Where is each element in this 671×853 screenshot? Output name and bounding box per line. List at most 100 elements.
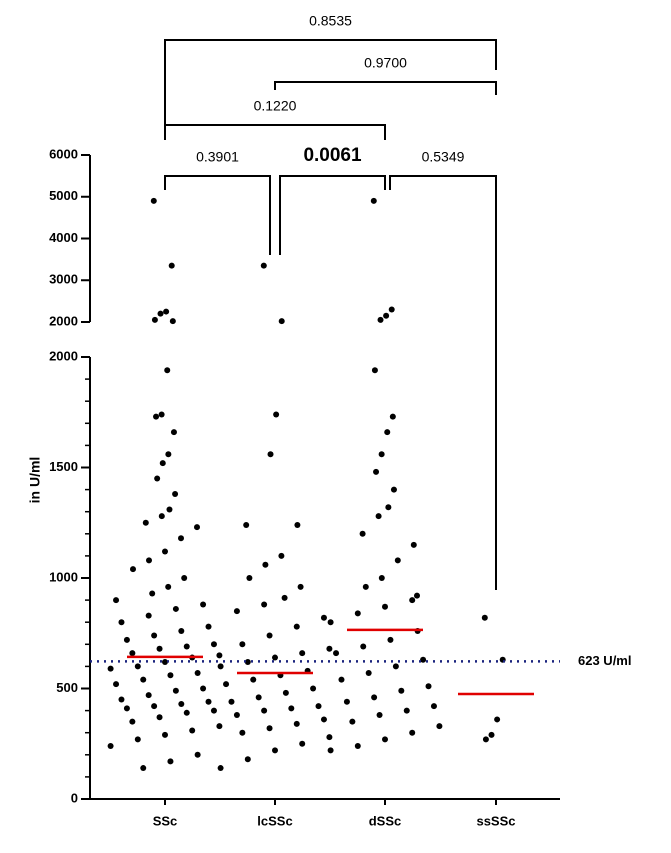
comparison-bracket <box>164 39 497 125</box>
data-point <box>181 575 188 581</box>
data-point <box>154 475 161 482</box>
data-point <box>217 663 224 670</box>
data-point <box>282 689 289 696</box>
y-tick-label: 3000 <box>49 272 78 287</box>
data-point <box>223 681 230 688</box>
data-point <box>205 623 212 630</box>
data-point <box>326 734 333 741</box>
data-point <box>436 723 443 730</box>
data-point <box>129 718 136 725</box>
reference-label: 623 U/ml <box>578 653 631 668</box>
y-tick-label: 500 <box>56 680 78 695</box>
x-tick-label: dSSc <box>369 813 402 828</box>
data-point <box>310 685 317 692</box>
data-point <box>354 610 361 617</box>
data-point <box>158 411 165 418</box>
data-point <box>151 703 158 710</box>
data-point <box>320 614 327 621</box>
data-point <box>260 262 267 269</box>
data-point <box>338 676 345 683</box>
data-point <box>168 262 175 269</box>
p-value: 0.5349 <box>422 149 465 165</box>
data-point <box>107 665 114 672</box>
x-tick-label: ssSSc <box>476 813 515 828</box>
data-point <box>481 614 488 621</box>
data-point <box>494 716 501 723</box>
data-point <box>266 725 273 732</box>
data-point <box>430 703 437 710</box>
data-point <box>373 468 380 475</box>
data-point <box>278 552 285 559</box>
data-point <box>315 703 322 710</box>
data-point <box>142 519 149 526</box>
data-point <box>162 548 168 555</box>
data-point <box>166 506 173 513</box>
data-point <box>326 645 333 652</box>
data-point <box>194 751 201 758</box>
data-point <box>250 676 257 683</box>
data-point <box>118 696 125 703</box>
p-value: 0.0061 <box>303 145 362 166</box>
data-point <box>333 650 340 657</box>
data-point <box>262 561 269 568</box>
data-point <box>167 758 174 765</box>
data-point <box>371 367 378 374</box>
data-point <box>158 513 165 520</box>
data-point <box>178 628 185 635</box>
data-point <box>244 658 251 665</box>
data-point <box>157 310 164 317</box>
y-tick-label: 0 <box>71 790 78 805</box>
data-point <box>134 736 141 743</box>
data-point <box>272 747 278 754</box>
data-point <box>118 619 125 626</box>
data-point <box>194 524 200 531</box>
data-point <box>217 765 224 772</box>
data-point <box>362 583 369 590</box>
y-tick-label: 1000 <box>49 569 78 584</box>
data-point <box>392 663 399 670</box>
data-point <box>384 429 391 436</box>
comparison-bracket <box>279 175 386 255</box>
data-point <box>172 687 179 694</box>
comparison-bracket <box>164 175 271 255</box>
data-point <box>267 451 274 458</box>
data-point <box>365 670 372 677</box>
data-point <box>410 541 417 548</box>
data-point <box>420 656 427 663</box>
data-point <box>239 729 246 736</box>
data-point <box>378 451 385 458</box>
p-value: 0.1220 <box>254 98 297 114</box>
data-point <box>327 747 334 754</box>
data-point <box>244 756 251 763</box>
data-point <box>151 316 158 323</box>
data-point <box>488 731 495 738</box>
data-point <box>293 623 300 630</box>
x-tick-label: lcSSc <box>257 813 292 828</box>
data-point <box>327 619 334 626</box>
data-point <box>272 654 278 661</box>
data-point <box>239 641 246 648</box>
data-point <box>200 601 207 608</box>
p-value: 0.9700 <box>364 55 407 71</box>
data-point <box>320 716 327 723</box>
data-point <box>200 685 207 692</box>
data-point <box>387 636 394 643</box>
comparison-bracket <box>164 124 386 140</box>
data-point <box>409 729 416 736</box>
y-tick-label: 1500 <box>49 459 78 474</box>
data-point <box>140 765 147 772</box>
data-point <box>123 636 130 643</box>
data-point <box>390 486 397 493</box>
p-value: 0.8535 <box>309 13 352 29</box>
y-tick-label: 5000 <box>49 188 78 203</box>
data-point <box>261 707 268 714</box>
data-point <box>113 597 120 604</box>
data-point <box>210 641 217 648</box>
data-point <box>378 575 385 581</box>
data-point <box>183 643 190 650</box>
y-tick-label: 2000 <box>49 313 78 328</box>
data-point <box>382 736 388 743</box>
data-point <box>281 594 288 601</box>
data-point <box>129 650 136 657</box>
data-point <box>165 451 172 458</box>
